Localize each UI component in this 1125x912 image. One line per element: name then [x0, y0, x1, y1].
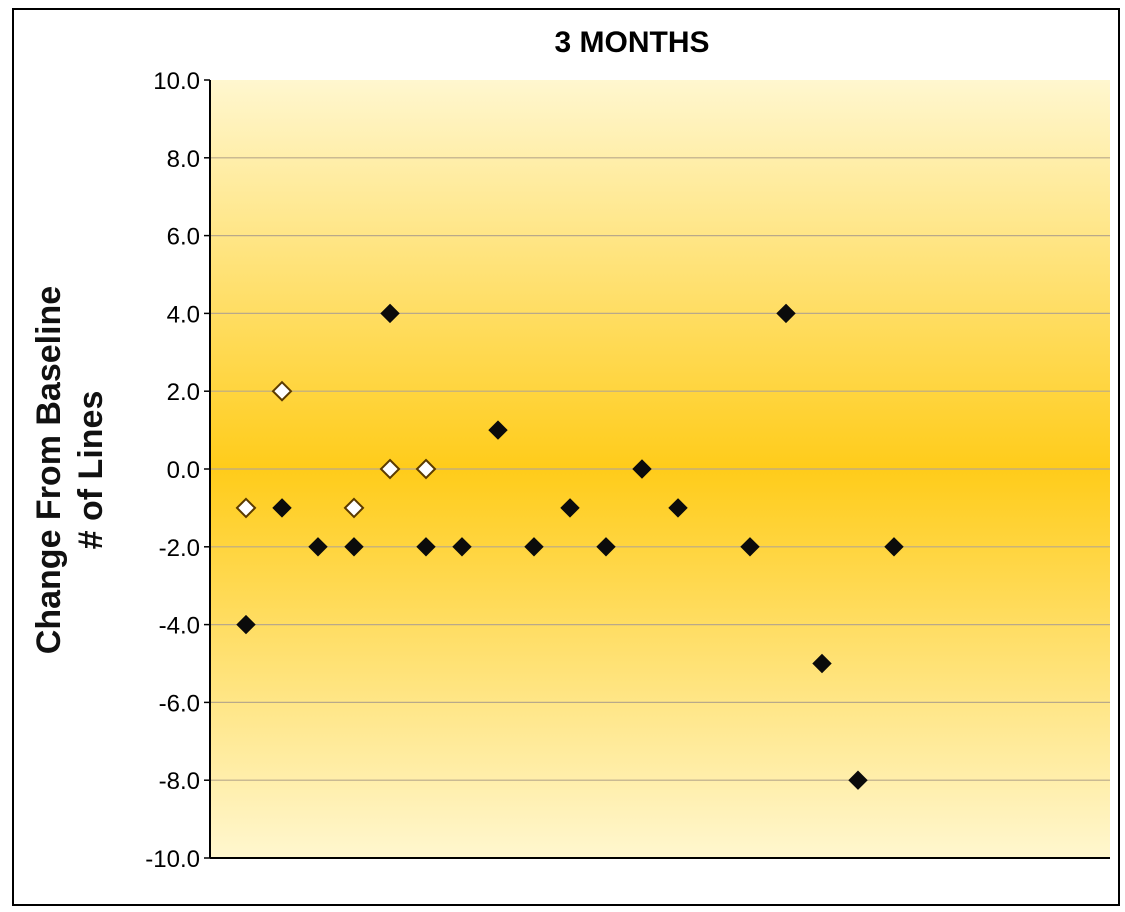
y-tick-labels: 10.0 8.0 6.0 4.0 2.0 0.0 -2.0 -4.0 -6.0 -8.0 -10.0 [145, 68, 210, 873]
filled-diamond-point [272, 498, 292, 518]
y-tick-label: 6.0 [167, 224, 200, 251]
filled-diamond-point [236, 614, 256, 635]
y-tick-label: -2.0 [159, 535, 200, 562]
filled-diamond-point [596, 537, 616, 557]
data-points [235, 303, 904, 790]
filled-diamond-point [740, 537, 760, 557]
filled-diamond-point [524, 537, 544, 557]
hollow-diamond-point [415, 458, 437, 480]
filled-diamond-point [452, 537, 472, 557]
hollow-diamond-point [271, 380, 293, 402]
filled-diamond-point [668, 498, 688, 518]
filled-diamond-point [308, 537, 328, 557]
y-tick-label: 4.0 [167, 301, 200, 328]
y-axis-label-line2: # of Lines [72, 391, 110, 550]
filled-diamond-point [344, 537, 364, 557]
y-tick-label: -6.0 [159, 690, 200, 717]
y-tick-label: 10.0 [153, 68, 200, 95]
y-tick-label: -8.0 [159, 768, 200, 795]
y-tick-label: -10.0 [145, 846, 200, 873]
hollow-diamond-point [235, 497, 257, 519]
filled-diamond-point [560, 498, 580, 518]
filled-diamond-point [488, 420, 508, 440]
y-axis-label-line1: Change From Baseline [30, 286, 68, 654]
y-tick-label: 2.0 [167, 379, 200, 406]
hollow-diamond-point [379, 458, 401, 480]
filled-diamond-point [416, 537, 436, 557]
filled-diamond-point [884, 537, 904, 557]
filled-diamond-point [632, 459, 652, 479]
filled-diamond-point [812, 653, 832, 674]
chart-title: 3 MONTHS [554, 26, 709, 59]
y-tick-label: -4.0 [159, 613, 200, 640]
y-tick-label: 8.0 [167, 146, 200, 173]
y-axis-label: Change From Baseline # of Lines [30, 286, 110, 654]
y-tick-label: 0.0 [167, 457, 200, 484]
filled-diamond-point [848, 770, 868, 790]
filled-diamond-point [380, 303, 400, 324]
filled-diamond-point [776, 303, 796, 324]
hollow-diamond-point [343, 497, 365, 519]
